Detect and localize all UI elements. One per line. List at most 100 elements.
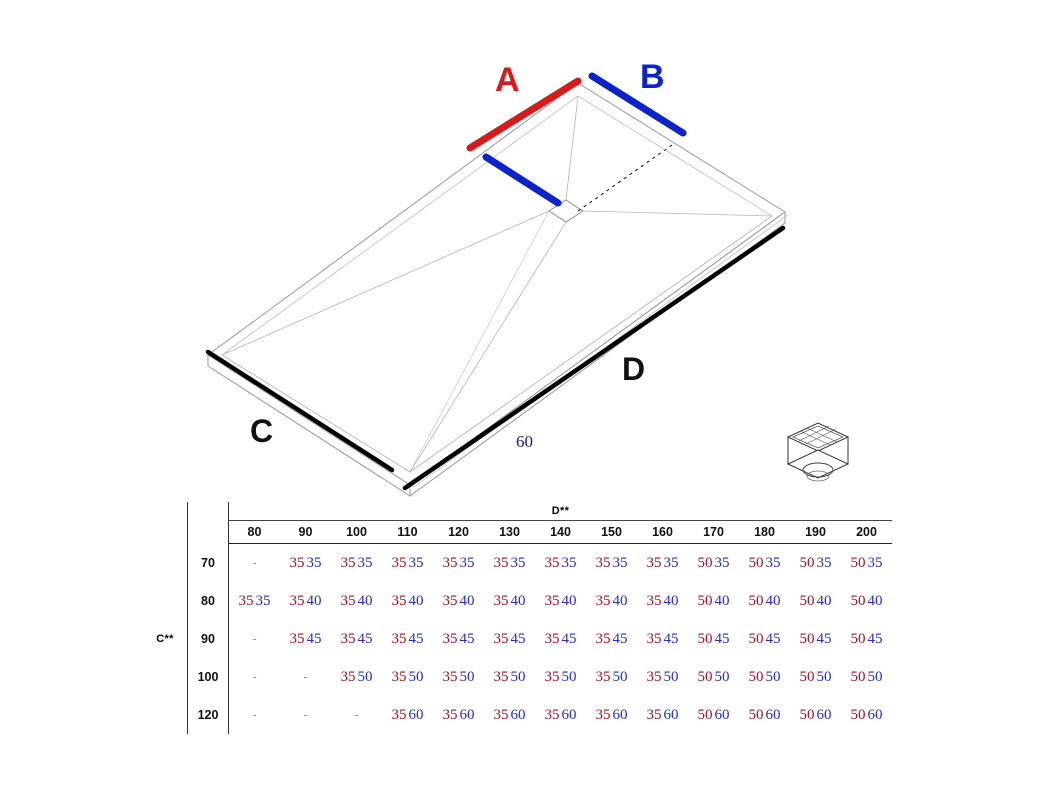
value-a: 35 xyxy=(646,555,662,571)
value-b: 45 xyxy=(765,631,781,647)
cell-C70-D160: 35 35 xyxy=(637,544,688,583)
row-axis-spacer xyxy=(148,658,188,696)
value-a: 50 xyxy=(850,593,866,609)
column-header-190: 190 xyxy=(790,520,841,544)
value-a: 35 xyxy=(391,707,407,723)
value-a: 35 xyxy=(646,593,662,609)
value-a: 50 xyxy=(697,555,713,571)
cell-C120-D130: 35 60 xyxy=(484,696,535,734)
value-a: 35 xyxy=(544,631,560,647)
cell-C70-D90: 35 35 xyxy=(280,544,331,583)
column-header-80: 80 xyxy=(228,520,280,544)
value-b: 60 xyxy=(663,707,679,723)
value-a: 35 xyxy=(340,593,356,609)
slope-line-north xyxy=(565,95,579,201)
value-a: 35 xyxy=(340,631,356,647)
column-header-110: 110 xyxy=(382,520,433,544)
value-b: 60 xyxy=(561,707,577,723)
cell-C80-D80: 35 35 xyxy=(229,582,281,620)
value-b: 35 xyxy=(510,555,526,571)
value-b: 40 xyxy=(612,593,628,609)
shower-tray-isometric-drawing: A B C D 60 xyxy=(205,58,850,497)
value-a: 50 xyxy=(799,593,815,609)
value-a: 35 xyxy=(442,555,458,571)
value-a: 50 xyxy=(697,631,713,647)
cell-C90-D130: 35 45 xyxy=(484,620,535,658)
value-b: 40 xyxy=(867,593,883,609)
value-a: 35 xyxy=(493,555,509,571)
cell-C100-D180: 50 50 xyxy=(739,658,790,696)
slope-line-southwest xyxy=(409,210,550,473)
tray-svg xyxy=(205,72,850,497)
cell-C100-D90: - xyxy=(280,658,331,696)
cell-C120-D160: 35 60 xyxy=(637,696,688,734)
value-a: 35 xyxy=(544,593,560,609)
value-a: 50 xyxy=(799,707,815,723)
value-a: 50 xyxy=(799,631,815,647)
cell-C90-D100: 35 45 xyxy=(331,620,382,658)
cell-C100-D130: 35 50 xyxy=(484,658,535,696)
value-b: 45 xyxy=(408,631,424,647)
basin-rim-line xyxy=(221,95,773,356)
cell-C70-D170: 50 35 xyxy=(688,544,739,583)
value-b: 50 xyxy=(510,669,526,685)
cell-C70-D100: 35 35 xyxy=(331,544,382,583)
value-b: 35 xyxy=(561,555,577,571)
value-b: 50 xyxy=(663,669,679,685)
drain-siphon-box-icon xyxy=(786,422,850,482)
cell-C80-D160: 35 40 xyxy=(637,582,688,620)
cell-C120-D90: - xyxy=(280,696,331,734)
cell-C70-D130: 35 35 xyxy=(484,544,535,583)
cell-C100-D150: 35 50 xyxy=(586,658,637,696)
value-b: 45 xyxy=(714,631,730,647)
cell-C80-D90: 35 40 xyxy=(280,582,331,620)
value-b: 45 xyxy=(612,631,628,647)
label-B: B xyxy=(640,58,665,96)
dimension-table-wrapper: D** 80 90 100 110 120 130 140 150 160 170 180 190 20… xyxy=(0,500,1056,760)
value-b: 50 xyxy=(357,669,373,685)
empty-value: - xyxy=(354,707,359,722)
value-b: 35 xyxy=(612,555,628,571)
value-a: 50 xyxy=(748,669,764,685)
cell-C80-D170: 50 40 xyxy=(688,582,739,620)
value-b: 35 xyxy=(408,555,424,571)
value-a: 50 xyxy=(697,669,713,685)
value-a: 35 xyxy=(544,669,560,685)
cell-C100-D120: 35 50 xyxy=(433,658,484,696)
column-header-170: 170 xyxy=(688,520,739,544)
table-row: 70-35 35 35 35 35 35 35 35 35 35 35 35 35 35 35 35 50 35 5… xyxy=(148,543,892,583)
column-header-140: 140 xyxy=(535,520,586,544)
cell-C70-D110: 35 35 xyxy=(382,544,433,583)
value-b: 40 xyxy=(561,593,577,609)
value-a: 35 xyxy=(340,555,356,571)
cell-C80-D200: 50 40 xyxy=(841,582,892,620)
empty-value: - xyxy=(303,707,308,722)
table-row: 120- - -35 60 35 60 35 60 35 60 35 60 35 60 50 60 50 60 50… xyxy=(148,696,892,734)
value-a: 35 xyxy=(391,669,407,685)
value-b: 40 xyxy=(459,593,475,609)
column-header-150: 150 xyxy=(586,520,637,544)
value-a: 35 xyxy=(646,669,662,685)
cell-C70-D120: 35 35 xyxy=(433,544,484,583)
value-a: 35 xyxy=(442,707,458,723)
value-a: 35 xyxy=(289,631,305,647)
cell-C90-D190: 50 45 xyxy=(790,620,841,658)
value-b: 35 xyxy=(816,555,832,571)
cell-C80-D190: 50 40 xyxy=(790,582,841,620)
value-b: 50 xyxy=(765,669,781,685)
empty-value: - xyxy=(252,707,257,722)
row-axis-label: C** xyxy=(156,633,174,645)
value-a: 50 xyxy=(748,555,764,571)
column-header-130: 130 xyxy=(484,520,535,544)
dimension-marker-B-upper xyxy=(588,72,687,137)
spacer-cell-a xyxy=(148,502,188,521)
spacer-cell-c xyxy=(148,521,188,544)
value-b: 35 xyxy=(357,555,373,571)
value-a: 35 xyxy=(442,631,458,647)
value-b: 35 xyxy=(255,593,271,609)
column-header-180: 180 xyxy=(739,520,790,544)
cell-C80-D140: 35 40 xyxy=(535,582,586,620)
value-a: 35 xyxy=(493,707,509,723)
value-a: 50 xyxy=(850,555,866,571)
value-b: 60 xyxy=(408,707,424,723)
